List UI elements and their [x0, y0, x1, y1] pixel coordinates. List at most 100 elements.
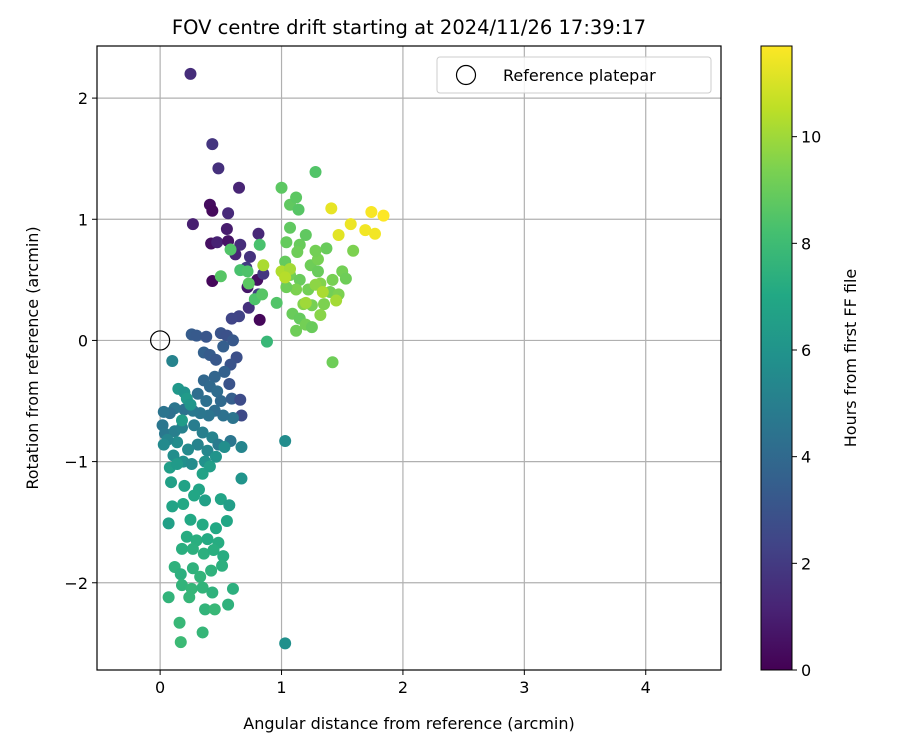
data-point	[279, 637, 292, 650]
data-point	[326, 356, 339, 369]
data-point	[157, 405, 170, 418]
colorbar-tick-label: 8	[801, 234, 811, 253]
data-point	[339, 272, 352, 285]
data-point	[235, 472, 248, 485]
data-point	[320, 242, 333, 255]
colorbar-ticks: 0 2 4 6 8 10	[792, 128, 821, 680]
data-point	[165, 476, 178, 489]
legend-box	[436, 56, 712, 94]
data-point	[260, 335, 273, 348]
data-point	[191, 438, 204, 451]
data-point	[222, 207, 235, 220]
data-point	[279, 271, 292, 284]
data-point	[299, 229, 312, 242]
colorbar: 0 2 4 6 8 10 Hours from first FF file	[760, 45, 860, 680]
colorbar-tick-label: 10	[801, 128, 821, 147]
data-point	[203, 460, 216, 473]
data-point	[211, 385, 224, 398]
data-point	[217, 340, 230, 353]
data-point	[224, 243, 237, 256]
data-point	[162, 591, 175, 604]
data-point	[284, 221, 297, 234]
data-point	[216, 559, 229, 572]
data-point	[197, 547, 210, 560]
data-point	[314, 308, 327, 321]
data-point	[162, 517, 175, 530]
data-point	[318, 298, 331, 311]
reference-marker-layer	[150, 330, 171, 351]
data-point	[257, 267, 270, 280]
colorbar-tick-label: 0	[801, 661, 811, 680]
data-point	[305, 321, 318, 334]
data-point	[223, 378, 236, 391]
data-point	[166, 500, 179, 513]
data-point	[209, 450, 222, 463]
data-point	[173, 616, 186, 629]
data-point	[201, 444, 214, 457]
data-point	[211, 236, 224, 249]
data-point	[309, 278, 322, 291]
data-point	[183, 591, 196, 604]
data-point	[196, 518, 209, 531]
x-tick-label: 0	[155, 678, 165, 697]
data-point	[209, 522, 222, 535]
reference-platepar-marker	[150, 330, 171, 351]
data-point	[369, 227, 382, 240]
data-point	[316, 285, 329, 298]
chart-title: FOV centre drift starting at 2024/11/26 …	[172, 16, 646, 39]
data-point	[226, 582, 239, 595]
x-tick-label: 1	[276, 678, 286, 697]
y-axis-label: Rotation from reference (arcmin)	[23, 226, 42, 489]
data-point	[242, 301, 255, 314]
data-point	[330, 294, 343, 307]
legend: Reference platepar	[436, 56, 712, 94]
data-point	[290, 191, 303, 204]
data-point	[188, 489, 201, 502]
data-point	[178, 479, 191, 492]
data-point	[174, 636, 187, 649]
colorbar-tick-label: 4	[801, 448, 811, 467]
data-point	[194, 570, 207, 583]
data-point	[220, 514, 233, 527]
x-tick-label: 4	[641, 678, 651, 697]
data-point	[234, 238, 247, 251]
data-point	[177, 498, 190, 511]
data-point	[257, 259, 270, 272]
data-point	[212, 162, 225, 175]
plot-background	[97, 46, 721, 670]
data-point	[332, 229, 345, 242]
colorbar-tick-label: 6	[801, 341, 811, 360]
y-tick-label: −2	[64, 574, 88, 593]
data-point	[309, 244, 322, 257]
data-point	[292, 203, 305, 216]
data-point	[188, 419, 201, 432]
data-point	[241, 265, 254, 278]
data-point	[359, 224, 372, 237]
colorbar-tick-label: 2	[801, 554, 811, 573]
data-point	[220, 222, 233, 235]
colorbar-gradient	[760, 45, 793, 671]
data-point	[208, 370, 221, 383]
data-point	[377, 209, 390, 222]
data-point	[299, 296, 312, 309]
data-point	[252, 227, 265, 240]
data-point	[226, 411, 239, 424]
data-point	[222, 598, 235, 611]
data-point	[235, 441, 248, 454]
x-tick-label: 2	[398, 678, 408, 697]
data-point	[290, 324, 303, 337]
data-point	[311, 265, 324, 278]
data-point	[157, 438, 170, 451]
y-tick-label: −1	[64, 453, 88, 472]
data-point	[214, 395, 227, 408]
data-point	[201, 533, 214, 546]
data-point	[200, 395, 213, 408]
data-point	[175, 542, 188, 555]
data-point	[191, 387, 204, 400]
data-points	[156, 67, 390, 650]
data-point	[234, 393, 247, 406]
colorbar-label: Hours from first FF file	[841, 269, 860, 448]
data-point	[290, 283, 303, 296]
data-point	[207, 544, 220, 557]
y-tick-label: 2	[78, 89, 88, 108]
